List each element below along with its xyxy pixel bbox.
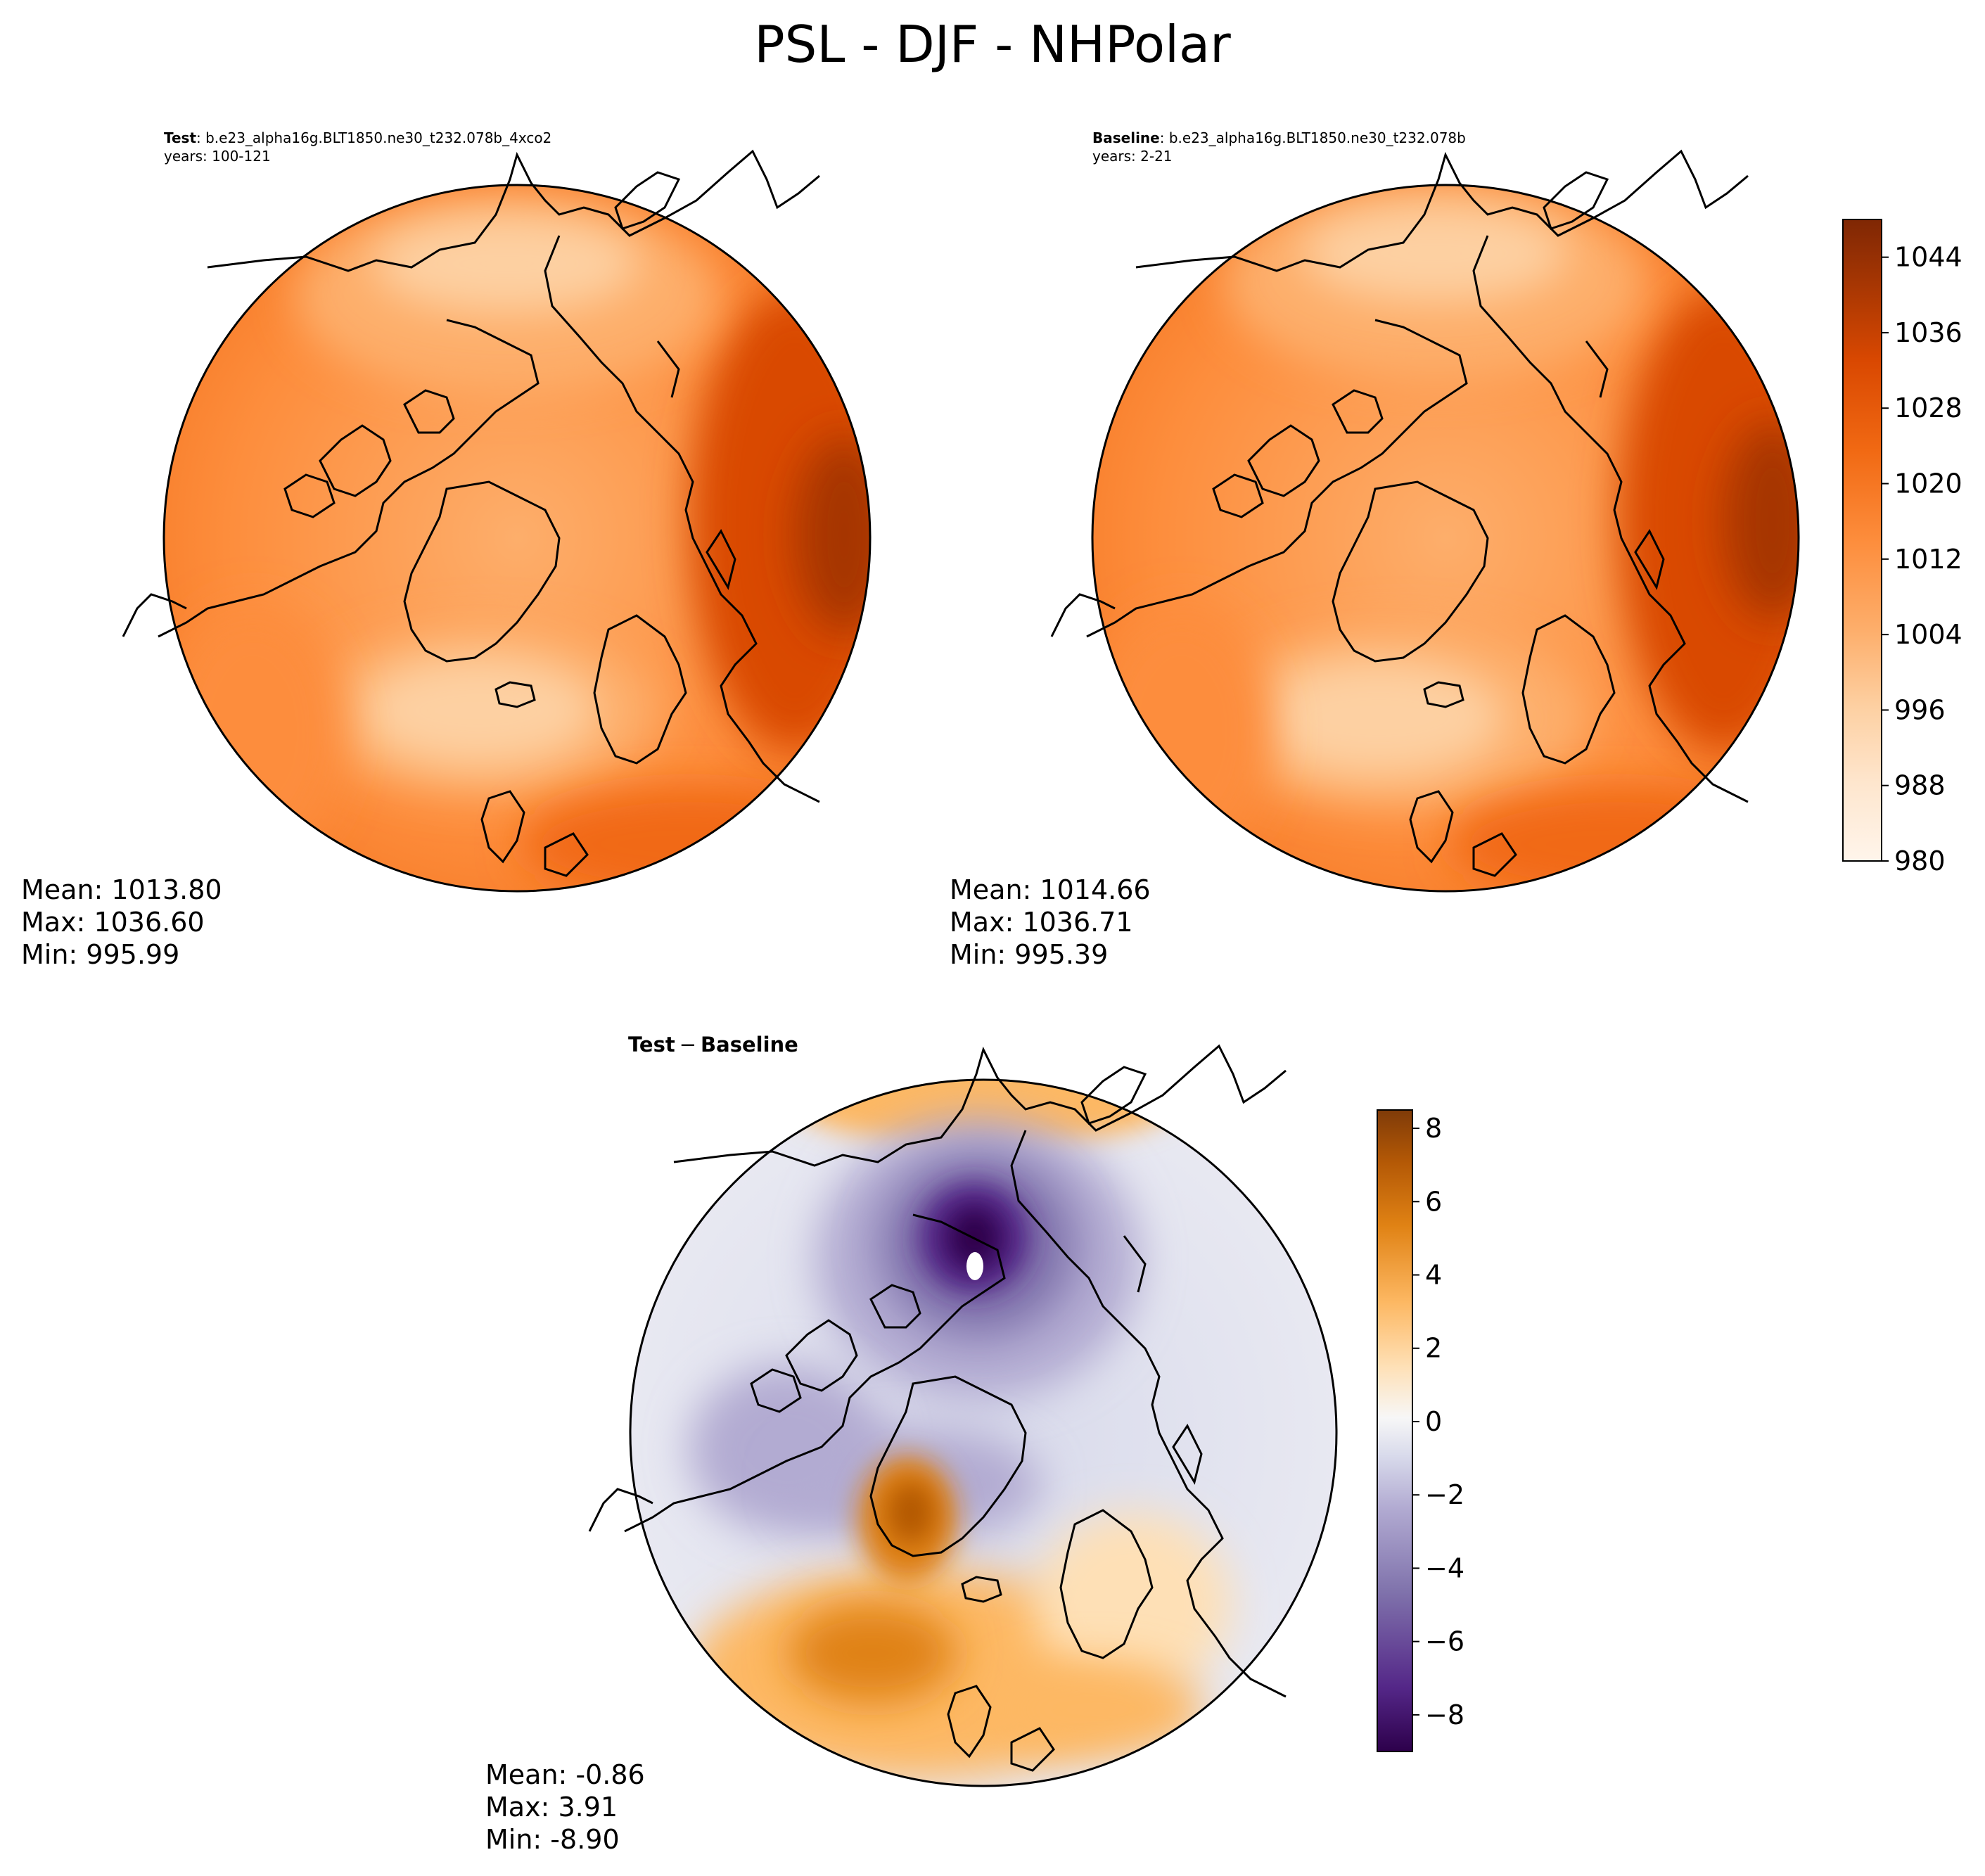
colorbar-diff-tick-label: −8 bbox=[1425, 1699, 1464, 1730]
colorbar-absolute-tick-label: 988 bbox=[1894, 770, 1946, 801]
diff-mean: Mean: -0.86 bbox=[485, 1759, 645, 1790]
test-map bbox=[122, 150, 872, 893]
colorbar-absolute-tick-label: 980 bbox=[1894, 846, 1946, 876]
test-min: Min: 995.99 bbox=[21, 939, 180, 970]
figure-title: PSL - DJF - NHPolar bbox=[754, 15, 1231, 74]
colorbar-diff-tick-label: 8 bbox=[1425, 1113, 1442, 1144]
test-stats: Mean: 1013.80 Max: 1036.60 Min: 995.99 bbox=[21, 874, 222, 971]
baseline-years: years: 2-21 bbox=[1092, 148, 1173, 165]
colorbar-absolute-tick-label: 996 bbox=[1894, 694, 1946, 725]
baseline-case-name: : b.e23_alpha16g.BLT1850.ne30_t232.078b bbox=[1159, 129, 1466, 146]
colorbar-absolute-tick-label: 1020 bbox=[1894, 468, 1962, 499]
colorbar-diff-tick-label: 2 bbox=[1425, 1333, 1442, 1364]
colorbar-diff-tick-label: −4 bbox=[1425, 1552, 1464, 1583]
test-case-name: : b.e23_alpha16g.BLT1850.ne30_t232.078b_… bbox=[196, 129, 552, 146]
colorbar-absolute-tick-label: 1028 bbox=[1894, 393, 1962, 423]
colorbar-diff: −8 −6 −4 −2 0 2 4 6 8 bbox=[1377, 1109, 1464, 1752]
baseline-map bbox=[1050, 150, 1800, 893]
test-mean: Mean: 1013.80 bbox=[21, 874, 222, 905]
baseline-label: Baseline bbox=[1092, 129, 1160, 146]
test-header: Test: b.e23_alpha16g.BLT1850.ne30_t232.0… bbox=[164, 129, 551, 165]
diff-stats: Mean: -0.86 Max: 3.91 Min: -8.90 bbox=[485, 1759, 645, 1856]
baseline-mean: Mean: 1014.66 bbox=[950, 874, 1151, 905]
colorbar-absolute-tick-label: 1004 bbox=[1894, 619, 1962, 650]
colorbar-diff-tick-label: 4 bbox=[1425, 1260, 1442, 1291]
baseline-min: Min: 995.39 bbox=[950, 939, 1109, 970]
diff-max: Max: 3.91 bbox=[485, 1792, 618, 1823]
colorbar-diff-tick-label: 0 bbox=[1425, 1406, 1442, 1437]
colorbar-absolute-tick-label: 1036 bbox=[1894, 317, 1962, 348]
baseline-max: Max: 1036.71 bbox=[950, 907, 1133, 938]
diff-min: Min: -8.90 bbox=[485, 1824, 620, 1855]
baseline-stats: Mean: 1014.66 Max: 1036.71 Min: 995.39 bbox=[950, 874, 1151, 971]
colorbar-diff-tick-label: 6 bbox=[1425, 1186, 1442, 1217]
test-label: Test bbox=[164, 129, 197, 146]
diff-minus: − bbox=[679, 1033, 697, 1057]
colorbar-absolute: 980 988 996 1004 1012 1020 1028 1036 1044 bbox=[1842, 219, 1962, 876]
test-max: Max: 1036.60 bbox=[21, 907, 205, 938]
diff-label-test: Test bbox=[628, 1033, 675, 1057]
colorbar-absolute-tick-label: 1012 bbox=[1894, 544, 1962, 575]
diff-label-baseline: Baseline bbox=[701, 1033, 798, 1057]
diff-map bbox=[588, 1045, 1338, 1787]
colorbar-diff-tick-label: −2 bbox=[1425, 1479, 1464, 1510]
test-years: years: 100-121 bbox=[164, 148, 271, 165]
colorbar-diff-ticks: −8 −6 −4 −2 0 2 4 6 8 bbox=[1412, 1113, 1464, 1730]
colorbar-diff-tick-label: −6 bbox=[1425, 1626, 1464, 1657]
diff-header: Test − Baseline bbox=[628, 1033, 798, 1057]
colorbar-absolute-ticks: 980 988 996 1004 1012 1020 1028 1036 1044 bbox=[1882, 242, 1962, 876]
colorbar-absolute-tick-label: 1044 bbox=[1894, 242, 1962, 273]
baseline-header: Baseline: b.e23_alpha16g.BLT1850.ne30_t2… bbox=[1092, 129, 1466, 165]
